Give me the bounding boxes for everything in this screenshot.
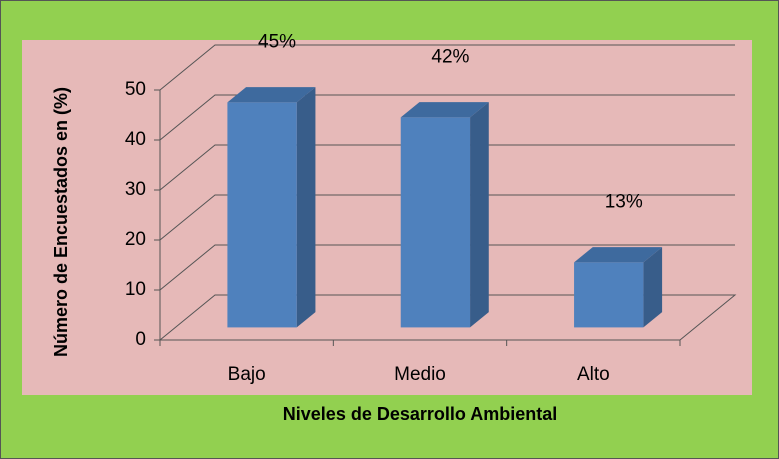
grid-line [159,94,735,141]
y-tick-label: 50 [125,79,146,100]
y-tick-label: 10 [125,279,146,300]
bar-top [574,247,663,263]
bar-top [227,87,316,103]
grid-line [159,244,735,291]
grid-line [159,44,735,91]
y-tick-label: 20 [125,229,146,250]
value-label: 45% [258,31,296,52]
bar-side [470,102,489,328]
x-axis-title: Niveles de Desarrollo Ambiental [283,404,557,424]
grid-line [159,194,735,241]
bar-side [296,87,316,328]
bar [227,102,297,328]
bar [400,117,471,328]
y-tick-label: 40 [125,129,146,150]
bar-top [400,102,489,118]
value-label: 13% [605,191,643,212]
bar [574,262,644,328]
grid-line [159,144,735,191]
value-label: 42% [431,46,469,67]
y-tick-label: 30 [125,179,146,200]
x-tick-label: Medio [394,364,446,385]
x-tick-label: Alto [577,364,610,385]
y-axis-title: Número de Encuestados en (%) [51,87,71,357]
plot-area [22,40,752,395]
x-tick-label: Bajo [228,364,266,385]
bar-side [643,247,663,328]
y-tick-label: 0 [135,329,146,350]
